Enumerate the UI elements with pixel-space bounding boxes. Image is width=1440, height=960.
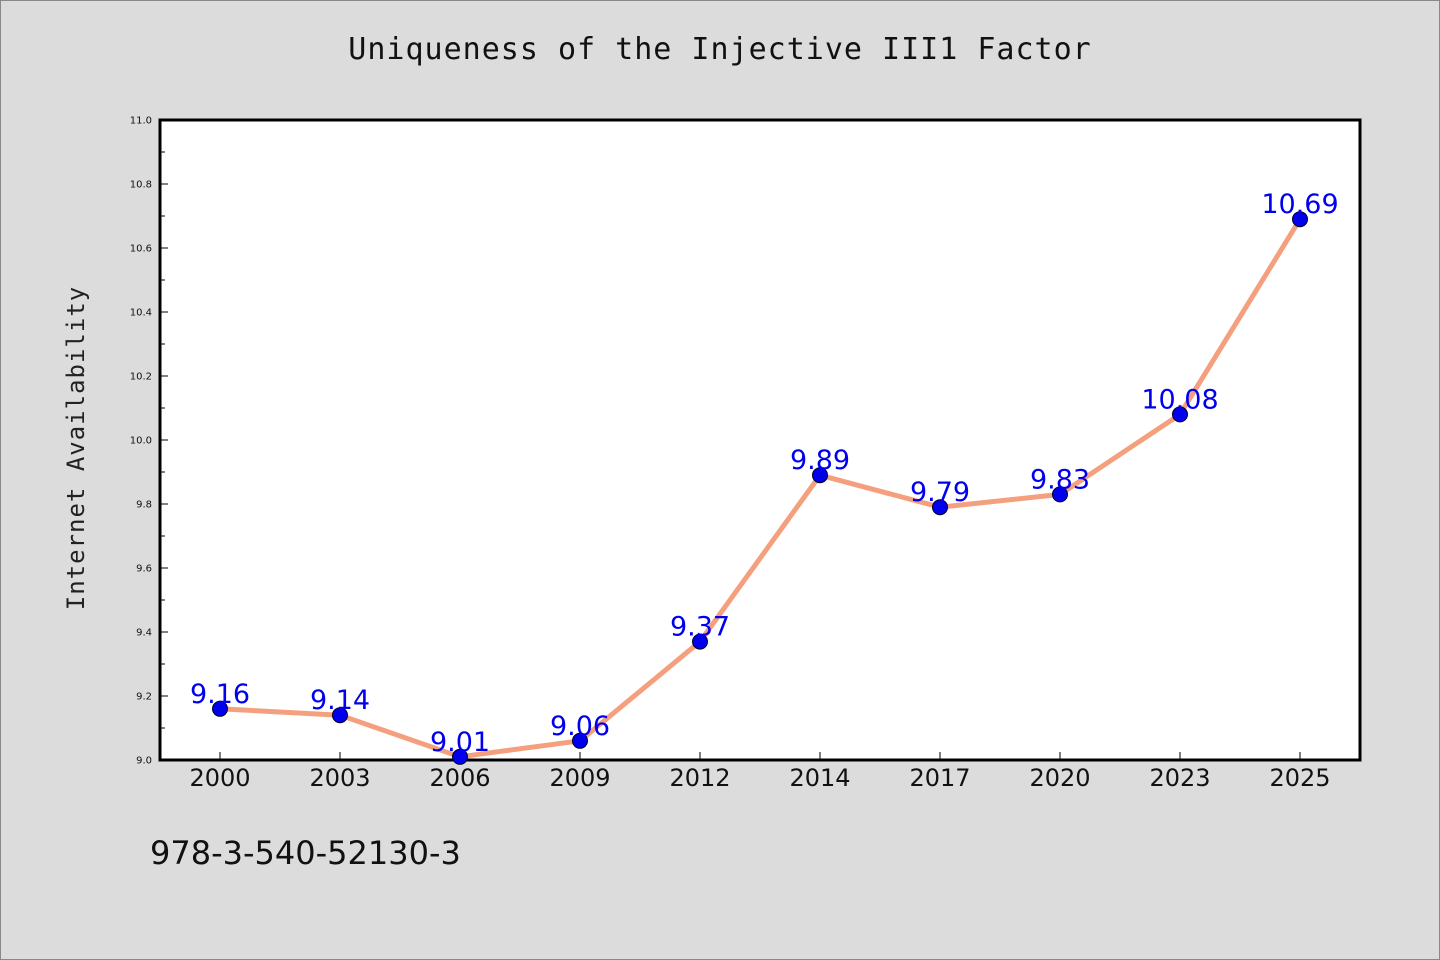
x-tick-label: 2014 (789, 764, 850, 792)
x-axis: 2000 2003 2006 2009 2012 2014 2017 2020 2023 2025 (189, 752, 1331, 792)
series-layer (212, 211, 1308, 765)
data-label: 9.16 (190, 679, 250, 710)
data-point (1052, 486, 1068, 503)
x-tick-label: 2000 (189, 764, 250, 792)
data-label: 10.69 (1261, 189, 1338, 220)
y-tick-label: 9.0 (136, 756, 152, 767)
chart-title: Uniqueness of the Injective III1 Factor (348, 32, 1092, 67)
y-tick-label: 10.8 (130, 180, 152, 191)
footer-code: 978-3-540-52130-3 (150, 834, 461, 872)
y-tick-label: 10.2 (130, 372, 152, 383)
data-point (1172, 406, 1188, 423)
data-label: 9.01 (430, 727, 490, 758)
x-tick-label: 2003 (309, 764, 370, 792)
x-tick-label: 2012 (669, 764, 730, 792)
y-tick-label: 11.0 (130, 116, 152, 127)
data-point (452, 748, 468, 765)
data-point (572, 732, 588, 749)
data-label: 10.08 (1141, 384, 1218, 415)
x-tick-label: 2006 (429, 764, 490, 792)
y-tick-label: 9.2 (136, 692, 152, 703)
data-label: 9.06 (550, 711, 610, 742)
y-axis: 9.0 9.2 9.4 9.6 9.8 10.0 10.2 10.4 10.6 10.8 11.0 (130, 116, 168, 767)
data-point (692, 633, 708, 650)
x-tick-label: 2025 (1269, 764, 1330, 792)
y-tick-label: 9.8 (136, 500, 152, 511)
plot-area (158, 118, 1362, 762)
x-tick-label: 2023 (1149, 764, 1210, 792)
data-label-layer: 9.16 9.14 9.01 9.06 9.37 9.89 9.79 9.83 10.08 10.… (190, 189, 1339, 758)
x-tick-label: 2009 (549, 764, 610, 792)
series-line (217, 216, 1303, 760)
x-tick-label: 2020 (1029, 764, 1090, 792)
data-label: 9.79 (910, 477, 970, 508)
y-tick-label: 10.4 (130, 308, 152, 319)
data-point (1292, 211, 1308, 228)
data-point (212, 700, 228, 717)
y-tick-label: 10.0 (130, 436, 152, 447)
data-label: 9.37 (670, 612, 730, 643)
data-point (812, 467, 828, 484)
y-tick-label: 9.4 (136, 628, 152, 639)
data-label: 9.83 (1030, 464, 1090, 495)
y-tick-label: 9.6 (136, 564, 152, 575)
data-point (932, 499, 948, 516)
y-tick-label: 10.6 (130, 244, 152, 255)
x-tick-label: 2017 (909, 764, 970, 792)
data-point (332, 707, 348, 724)
data-label: 9.89 (790, 445, 850, 476)
data-label: 9.14 (310, 685, 370, 716)
